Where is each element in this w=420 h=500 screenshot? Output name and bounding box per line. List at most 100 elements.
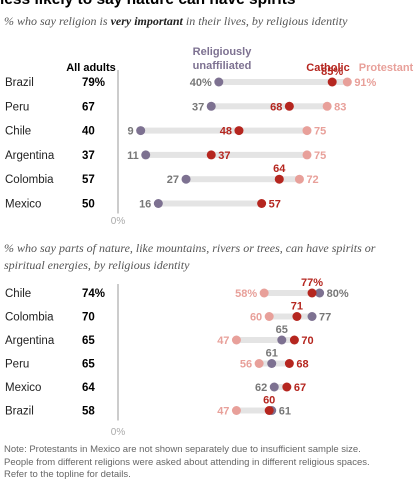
catholic-dot — [274, 174, 284, 184]
axis-zero-label: 0% — [111, 216, 126, 227]
catholic-value-label: 64 — [273, 163, 286, 175]
protestant-value-label: 75 — [314, 150, 326, 162]
catholic-dot — [257, 199, 267, 208]
unaffiliated-dot — [141, 150, 151, 160]
chart-subtitle-importance: % who say religion is very important in … — [4, 13, 347, 30]
catholic-dot — [206, 150, 216, 160]
unaffiliated-dot — [277, 335, 287, 345]
unaffiliated-dot — [307, 312, 317, 321]
unaffiliated-dot — [315, 288, 325, 298]
legend-unaffiliated: Religiously — [193, 46, 253, 58]
unaffiliated-dot — [206, 101, 216, 111]
unaffiliated-value-label: 16 — [139, 199, 151, 211]
catholic-value-label: 71 — [291, 301, 303, 313]
country-label: Mexico — [5, 382, 41, 394]
country-label: Mexico — [5, 199, 41, 211]
protestant-value-label: 75 — [314, 126, 326, 138]
protestant-value-label: 72 — [306, 174, 318, 186]
unaffiliated-value-label: 37 — [192, 101, 204, 113]
range-track — [264, 290, 320, 296]
all-adults-value: 79% — [82, 77, 105, 89]
protestant-value-label: 83 — [334, 101, 346, 113]
catholic-value-label: 68 — [296, 359, 308, 371]
range-track — [269, 313, 313, 320]
catholic-dot — [282, 382, 292, 392]
range-track — [274, 384, 287, 390]
protestant-dot — [322, 101, 332, 111]
country-label: Argentina — [5, 150, 55, 162]
country-label: Argentina — [5, 335, 55, 347]
catholic-value-label: 85% — [321, 66, 343, 78]
catholic-dot — [264, 406, 274, 415]
catholic-dot — [284, 101, 294, 111]
unaffiliated-value-label: 65 — [276, 324, 288, 336]
all-adults-value: 67 — [82, 101, 95, 113]
country-label: Colombia — [5, 174, 54, 186]
country-label: Chile — [5, 126, 31, 138]
all-adults-value: 64 — [82, 382, 95, 394]
catholic-value-label: 77% — [301, 277, 323, 289]
range-track — [218, 79, 348, 85]
unaffiliated-value-label: 40% — [190, 77, 212, 89]
catholic-dot — [284, 359, 294, 368]
all-adults-value: 65 — [82, 335, 95, 347]
unaffiliated-dot — [214, 77, 224, 87]
catholic-value-label: 67 — [294, 382, 306, 394]
protestant-value-label: 56 — [240, 359, 252, 371]
country-label: Peru — [5, 101, 29, 113]
axis-zero-label: 0% — [111, 427, 126, 438]
country-label: Brazil — [5, 406, 34, 418]
all-adults-value: 74% — [82, 288, 105, 300]
unaffiliated-value-label: 9 — [128, 126, 134, 138]
range-track — [236, 337, 295, 343]
protestant-dot — [302, 126, 312, 136]
column-header-all-adults: All adults — [66, 62, 116, 74]
catholic-value-label: 37 — [218, 150, 230, 162]
protestant-value-label: 58% — [235, 288, 257, 300]
legend-catholic: Catholic — [306, 62, 349, 74]
note-line: People from different religions were ask… — [4, 456, 370, 468]
protestant-dot — [231, 335, 241, 345]
protestant-value-label: 91% — [354, 77, 376, 89]
country-label: Chile — [5, 288, 31, 300]
all-adults-value: 50 — [82, 199, 95, 211]
footnote: Note: Protestants in Mexico are not show… — [4, 444, 416, 482]
catholic-value-label: 60 — [263, 395, 275, 407]
catholic-dot — [307, 288, 317, 298]
protestant-value-label: 47 — [217, 406, 229, 418]
note-line: Refer to the topline for details. — [4, 469, 131, 480]
unaffiliated-dot — [136, 126, 146, 136]
range-track — [145, 151, 307, 158]
country-label: Brazil — [5, 77, 34, 89]
protestant-dot — [264, 312, 274, 321]
unaffiliated-value-label: 80% — [327, 288, 349, 300]
protestant-value-label: 60 — [250, 312, 262, 324]
protestant-dot — [342, 77, 352, 87]
all-adults-value: 37 — [82, 150, 95, 162]
chart-title: less likely to say nature can have spiri… — [0, 0, 296, 9]
protestant-value-label: 47 — [217, 335, 229, 347]
catholic-value-label: 57 — [269, 199, 281, 211]
note-line: Note: Protestants in Mexico are not show… — [4, 444, 361, 455]
legend-unaffiliated: unaffiliated — [193, 60, 252, 72]
legend-protestant: Protestant — [359, 62, 414, 74]
all-adults-value: 70 — [82, 312, 95, 324]
catholic-dot — [289, 335, 299, 345]
unaffiliated-value-label: 27 — [167, 174, 179, 186]
range-track — [236, 407, 272, 414]
catholic-value-label: 48 — [220, 126, 232, 138]
chart-subtitle-nature: % who say parts of nature, like mountain… — [4, 241, 376, 272]
unaffiliated-value-label: 61 — [279, 406, 291, 418]
catholic-dot — [292, 312, 302, 321]
range-track — [186, 176, 300, 183]
range-track — [211, 103, 328, 110]
subtitle-part: in their lives, by religious identity — [182, 14, 348, 28]
catholic-value-label: 70 — [301, 335, 313, 347]
unaffiliated-value-label: 62 — [255, 382, 267, 394]
catholic-dot — [234, 126, 244, 136]
protestant-dot — [231, 406, 241, 415]
country-label: Colombia — [5, 312, 54, 324]
unaffiliated-dot — [267, 359, 277, 368]
country-label: Peru — [5, 359, 29, 371]
